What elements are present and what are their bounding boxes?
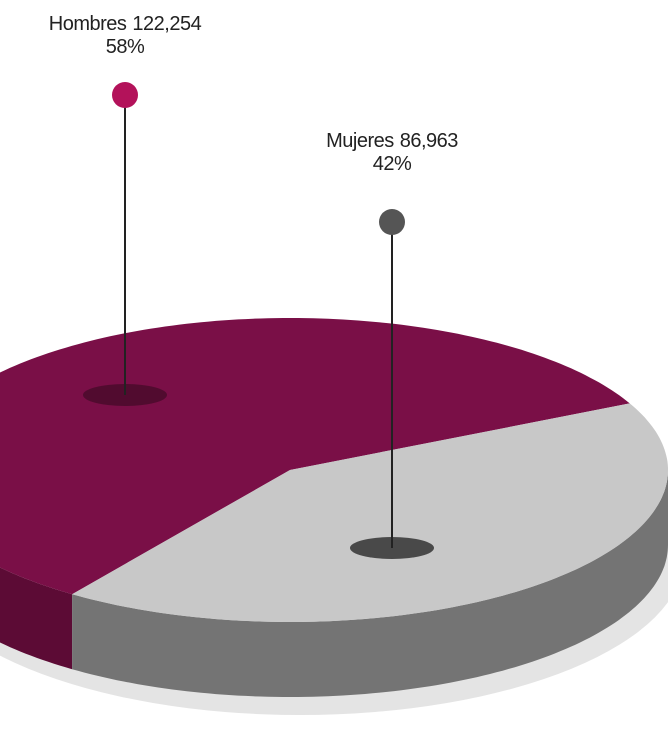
pie-slice: [72, 403, 668, 622]
pin-head: [112, 82, 138, 108]
pin-head: [379, 209, 405, 235]
pie-side: [0, 567, 73, 670]
pie-slice: [0, 318, 630, 595]
count-label: 86,963: [400, 130, 459, 152]
category-label: Hombres: [49, 13, 127, 35]
percent-label: 42%: [373, 153, 412, 175]
data-label: Hombres 122,254: [49, 13, 202, 35]
pie-side: [72, 470, 668, 697]
count-label: 122,254: [132, 13, 201, 35]
data-label: Mujeres 86,963: [326, 130, 458, 152]
category-label: Mujeres: [326, 130, 394, 152]
percent-label: 58%: [106, 36, 145, 58]
